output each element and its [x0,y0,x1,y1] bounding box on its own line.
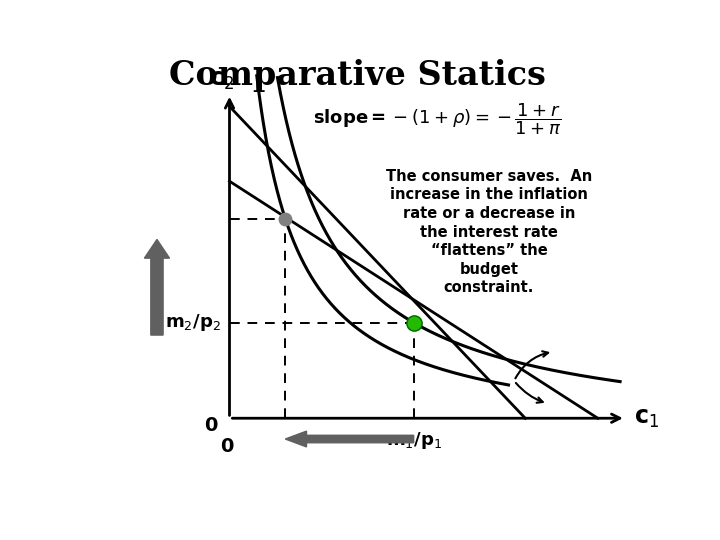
FancyArrow shape [145,239,169,335]
Text: m$_1$/p$_1$: m$_1$/p$_1$ [386,430,441,451]
Text: m$_2$/p$_2$: m$_2$/p$_2$ [166,312,221,333]
Text: Comparative Statics: Comparative Statics [169,59,546,92]
FancyArrow shape [285,431,414,447]
Text: 0: 0 [220,437,233,456]
Text: c$_1$: c$_1$ [634,406,660,430]
Text: c$_2$: c$_2$ [209,68,234,92]
Text: 0: 0 [204,416,217,435]
Text: $\mathbf{slope =} -(1+\rho) = -\dfrac{1+r}{1+\pi}$: $\mathbf{slope =} -(1+\rho) = -\dfrac{1+… [313,101,562,137]
Text: The consumer saves.  An
increase in the inflation
rate or a decrease in
the inte: The consumer saves. An increase in the i… [386,168,592,295]
